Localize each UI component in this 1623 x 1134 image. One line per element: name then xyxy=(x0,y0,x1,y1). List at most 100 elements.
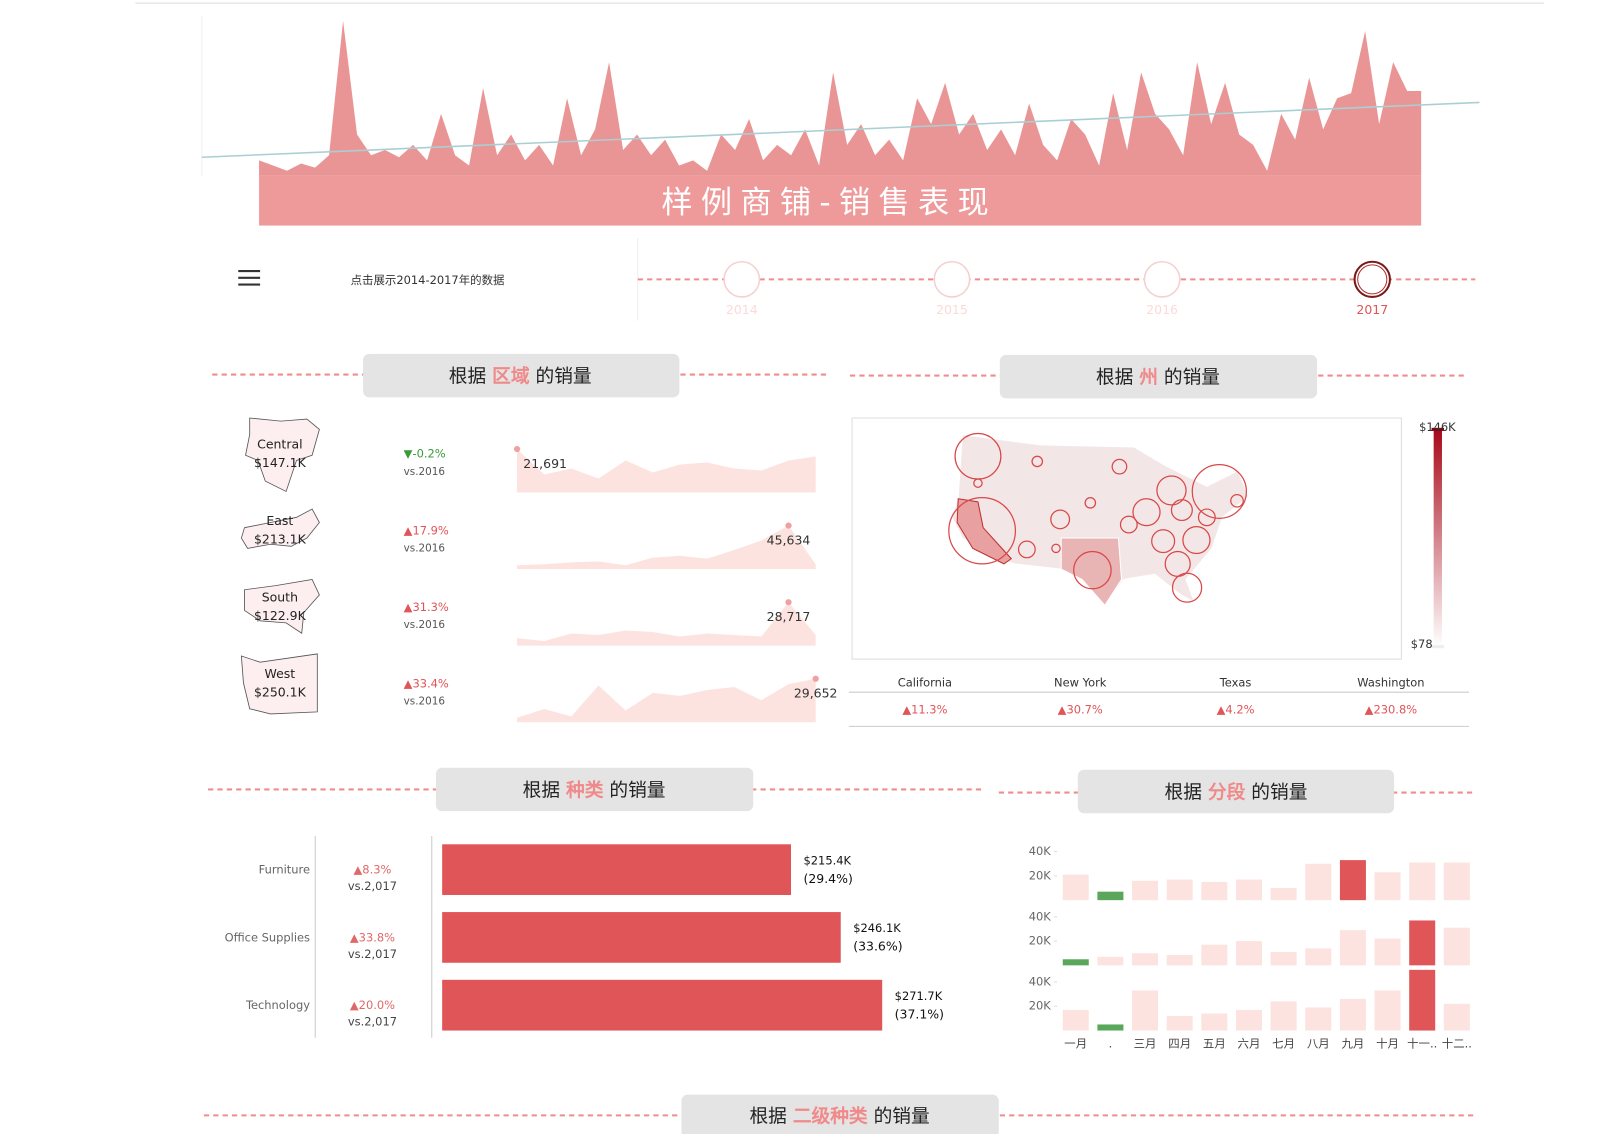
x-tick-label: 三月 xyxy=(1134,1037,1157,1051)
section-header xyxy=(363,353,680,398)
x-tick-label: 六月 xyxy=(1238,1037,1261,1051)
bar xyxy=(1166,879,1193,901)
region-total: $147.1K xyxy=(254,455,307,470)
year-label: 2017 xyxy=(1356,302,1388,317)
bar xyxy=(1097,956,1124,966)
bar-share-label: (33.6%) xyxy=(853,939,902,954)
title-highlight: 分段 xyxy=(1208,781,1246,803)
bar xyxy=(1443,927,1470,966)
page-title: 样例商铺-销售表现 xyxy=(661,185,997,221)
year-button[interactable] xyxy=(933,260,971,298)
bar xyxy=(1374,938,1401,966)
year-button[interactable] xyxy=(723,260,761,298)
state-change: ▲230.8% xyxy=(1365,702,1418,716)
state-name: California xyxy=(898,675,952,689)
category-name: Office Supplies xyxy=(225,930,310,944)
x-tick-label: 一月 xyxy=(1064,1037,1087,1051)
bar xyxy=(1270,951,1297,966)
bar xyxy=(1339,998,1366,1031)
title-part: 的销量 xyxy=(609,780,665,801)
segment-chart: 20K 40K 20K 40K 20K 40K 一月. 三月 四月 五月 六月 七月 八月 九月 十月 十一.… xyxy=(1029,844,1472,1050)
bar xyxy=(1132,990,1159,1031)
state-name: Washington xyxy=(1357,675,1424,689)
category-compare: vs.2,017 xyxy=(348,1015,397,1029)
region-name: South xyxy=(262,590,298,605)
menu-icon[interactable] xyxy=(238,270,261,286)
bar xyxy=(1374,872,1401,901)
title-part: 的销量 xyxy=(1164,367,1220,388)
bar xyxy=(1270,1001,1297,1031)
y-tick-label: 20K xyxy=(1029,868,1052,882)
sparkline-point xyxy=(785,522,792,529)
bar-value-label: $271.7K xyxy=(895,989,943,1003)
bar xyxy=(1062,874,1089,901)
y-tick-label: 20K xyxy=(1029,999,1052,1013)
bar xyxy=(1132,953,1159,966)
category-name: Furniture xyxy=(259,863,310,877)
bar xyxy=(1166,1015,1193,1031)
sparkline-point xyxy=(785,599,792,606)
year-button[interactable] xyxy=(1143,260,1181,298)
title-part: 根据 xyxy=(1096,367,1133,388)
bar-value-label: $215.4K xyxy=(803,853,851,867)
bar xyxy=(442,844,792,895)
bar xyxy=(1339,860,1366,901)
bar-share-label: (37.1%) xyxy=(895,1007,944,1022)
bar xyxy=(1305,948,1332,966)
state-change: ▲11.3% xyxy=(902,702,947,716)
bar xyxy=(1409,969,1436,1031)
region-total: $250.1K xyxy=(254,685,307,700)
title-part: 根据 xyxy=(449,366,486,387)
y-tick-label: 40K xyxy=(1029,909,1052,923)
header-chart xyxy=(201,20,1480,176)
section-title: 根据 州 的销量 xyxy=(1096,367,1220,388)
title-part: 的销量 xyxy=(535,366,591,387)
year-label: 2014 xyxy=(726,302,758,317)
title-part: 的销量 xyxy=(874,1106,930,1127)
title-highlight: 种类 xyxy=(565,779,604,801)
region-compare: vs.2016 xyxy=(404,542,445,554)
region-total: $122.9K xyxy=(254,608,307,623)
bar xyxy=(1062,959,1089,966)
bar xyxy=(1409,920,1436,966)
section-title: 根据 二级种类 的销量 xyxy=(749,1105,929,1127)
category-compare: vs.2,017 xyxy=(348,947,397,961)
section-title: 根据 分段 的销量 xyxy=(1165,781,1308,803)
year-ring xyxy=(1357,264,1388,295)
title-part: 的销量 xyxy=(1251,782,1307,803)
bar xyxy=(1235,1009,1262,1031)
section-header xyxy=(681,1094,999,1134)
title-part: 根据 xyxy=(523,780,560,801)
sales-area xyxy=(259,20,1422,176)
category-change: ▲33.8% xyxy=(350,930,395,944)
x-tick-label: 五月 xyxy=(1203,1037,1226,1051)
title-part: 根据 xyxy=(749,1106,786,1127)
y-tick-label: 40K xyxy=(1029,975,1052,989)
bar xyxy=(1270,888,1297,901)
year-label: 2016 xyxy=(1146,302,1178,317)
bar xyxy=(1443,862,1470,901)
bar xyxy=(1235,879,1262,901)
region-compare: vs.2016 xyxy=(404,619,445,631)
title-highlight: 二级种类 xyxy=(793,1105,868,1127)
sparkline-area xyxy=(517,678,816,723)
legend-label: $146K xyxy=(1419,420,1456,434)
section-title: 根据 区域 的销量 xyxy=(449,365,592,387)
section-title: 根据 种类 的销量 xyxy=(523,779,666,801)
bar xyxy=(1097,1024,1124,1031)
state-table: $78 $146K California ▲11.3% New York ▲30.7% Te… xyxy=(898,420,1456,716)
category-change: ▲8.3% xyxy=(354,863,392,877)
sparkline-label: 21,691 xyxy=(523,456,567,471)
bar xyxy=(1201,881,1228,901)
bar xyxy=(1097,891,1124,901)
legend-label: $78 xyxy=(1411,637,1433,651)
timeline: 2014 2015 2016 2017 xyxy=(723,260,1391,317)
x-tick-label: 十一.. xyxy=(1407,1037,1437,1051)
y-tick-label: 20K xyxy=(1029,934,1052,948)
x-tick-label: 七月 xyxy=(1272,1037,1295,1051)
title-banner xyxy=(259,175,1422,226)
year-button[interactable] xyxy=(1353,260,1391,298)
state-name: Texas xyxy=(1219,675,1252,689)
section-header xyxy=(999,354,1318,399)
us-map[interactable] xyxy=(948,432,1250,607)
